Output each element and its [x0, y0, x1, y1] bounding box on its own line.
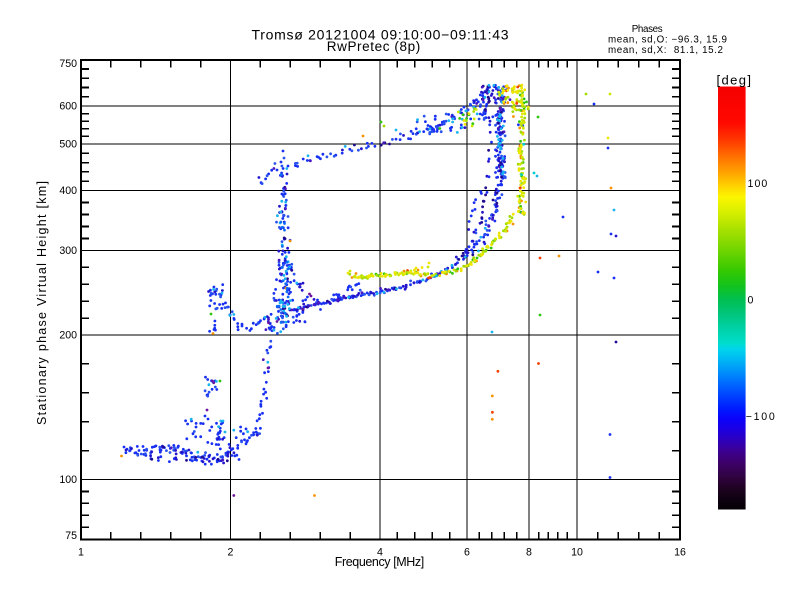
svg-text:0: 0	[748, 295, 754, 307]
svg-text:Phases: Phases	[632, 24, 663, 35]
svg-text:Frequency [MHz]: Frequency [MHz]	[335, 555, 425, 569]
svg-text:2: 2	[228, 547, 234, 559]
svg-text:Stationary phase Virtual Heigh: Stationary phase Virtual Height [km]	[35, 181, 49, 425]
svg-text:300: 300	[59, 245, 77, 257]
svg-text:10: 10	[571, 547, 583, 559]
svg-text:500: 500	[59, 139, 77, 151]
svg-text:−100: −100	[746, 411, 775, 423]
svg-text:6: 6	[464, 547, 470, 559]
svg-text:Tromsø 20121004 09:10:00−09:11: Tromsø 20121004 09:10:00−09:11:43	[252, 27, 509, 43]
svg-text:mean, sd,X: 81.1, 15.2: mean, sd,X: 81.1, 15.2	[608, 45, 723, 56]
svg-text:1: 1	[78, 547, 84, 559]
svg-text:400: 400	[59, 185, 77, 197]
svg-text:75: 75	[65, 530, 77, 542]
svg-text:200: 200	[59, 330, 77, 342]
svg-text:100: 100	[748, 178, 768, 190]
svg-text:16: 16	[674, 547, 686, 559]
svg-text:100: 100	[59, 474, 77, 486]
svg-text:RwPretec (8p): RwPretec (8p)	[327, 39, 421, 54]
svg-text:[deg]: [deg]	[717, 73, 752, 88]
svg-text:750: 750	[59, 58, 77, 70]
svg-text:8: 8	[526, 547, 532, 559]
svg-text:mean, sd,O: −96.3, 15.9: mean, sd,O: −96.3, 15.9	[608, 35, 727, 46]
svg-text:600: 600	[59, 101, 77, 113]
svg-text:4: 4	[377, 547, 383, 559]
